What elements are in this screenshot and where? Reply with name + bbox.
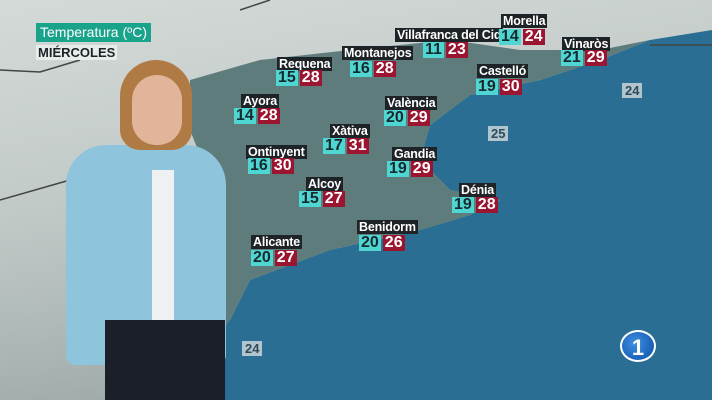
min-temp: 20 xyxy=(359,234,381,251)
min-temp: 16 xyxy=(248,157,270,174)
city-temps: 17 31 xyxy=(323,138,369,154)
city-temps: 15 27 xyxy=(299,191,345,207)
city-name: Benidorm xyxy=(357,220,418,234)
city-temps: 20 26 xyxy=(359,235,405,251)
city-temps: 16 28 xyxy=(350,61,396,77)
city-temps: 11 23 xyxy=(423,42,468,58)
max-temp: 29 xyxy=(407,109,430,126)
city-temps: 20 27 xyxy=(251,250,297,266)
min-temp: 15 xyxy=(299,190,321,207)
city-temps: 15 28 xyxy=(276,70,322,86)
max-temp: 27 xyxy=(322,190,345,207)
city-name: Vinaròs xyxy=(562,37,611,51)
min-temp: 19 xyxy=(476,78,498,95)
city-name: Xàtiva xyxy=(330,124,370,138)
max-temp: 29 xyxy=(410,160,433,177)
city-name: Alicante xyxy=(251,235,303,249)
min-temp: 20 xyxy=(251,249,273,266)
forecast-day: MIÉRCOLES xyxy=(36,45,118,60)
min-temp: 21 xyxy=(561,49,583,66)
sea-temp: 25 xyxy=(488,126,509,141)
min-temp: 16 xyxy=(350,60,372,77)
min-temp: 19 xyxy=(387,160,409,177)
max-temp: 24 xyxy=(522,28,545,45)
max-temp: 26 xyxy=(382,234,405,251)
max-temp: 28 xyxy=(475,196,498,213)
city-name: Castelló xyxy=(477,64,529,78)
city-temps: 19 29 xyxy=(387,161,433,177)
city-name: Alcoy xyxy=(306,177,344,191)
sea-temp: 24 xyxy=(242,341,263,356)
city-temps: 14 24 xyxy=(499,29,545,45)
max-temp: 29 xyxy=(584,49,607,66)
city-temps: 14 28 xyxy=(234,108,280,124)
max-temp: 28 xyxy=(257,107,280,124)
city-name: Ontinyent xyxy=(246,145,307,159)
city-name: Ayora xyxy=(241,94,279,108)
map-title: Temperatura (ºC) xyxy=(36,23,152,42)
city-name: Gandia xyxy=(392,147,438,161)
valencia-land xyxy=(190,40,650,360)
city-name: Dénia xyxy=(459,183,497,197)
max-temp: 31 xyxy=(346,137,369,154)
sea-temp: 24 xyxy=(622,83,643,98)
city-temps: 20 29 xyxy=(384,110,430,126)
max-temp: 27 xyxy=(274,249,297,266)
city-temps: 19 28 xyxy=(452,197,498,213)
sea xyxy=(120,30,712,400)
city-temps: 19 30 xyxy=(476,79,522,95)
city-name: Montanejos xyxy=(342,46,414,60)
min-temp: 17 xyxy=(323,137,345,154)
min-temp: 19 xyxy=(452,196,474,213)
city-temps: 21 29 xyxy=(561,50,607,66)
city-name: Villafranca del Cid xyxy=(395,28,504,42)
city-name: Requena xyxy=(277,57,333,71)
min-temp: 15 xyxy=(276,69,298,86)
min-temp: 11 xyxy=(423,41,444,58)
max-temp: 23 xyxy=(445,41,468,58)
city-name: Morella xyxy=(501,14,548,28)
tve-channel-logo: 1 xyxy=(620,330,656,362)
min-temp: 14 xyxy=(234,107,256,124)
max-temp: 30 xyxy=(271,157,294,174)
max-temp: 28 xyxy=(373,60,396,77)
max-temp: 30 xyxy=(499,78,522,95)
city-temps: 16 30 xyxy=(248,158,294,174)
max-temp: 28 xyxy=(299,69,322,86)
min-temp: 20 xyxy=(384,109,406,126)
city-name: València xyxy=(385,96,438,110)
min-temp: 14 xyxy=(499,28,521,45)
